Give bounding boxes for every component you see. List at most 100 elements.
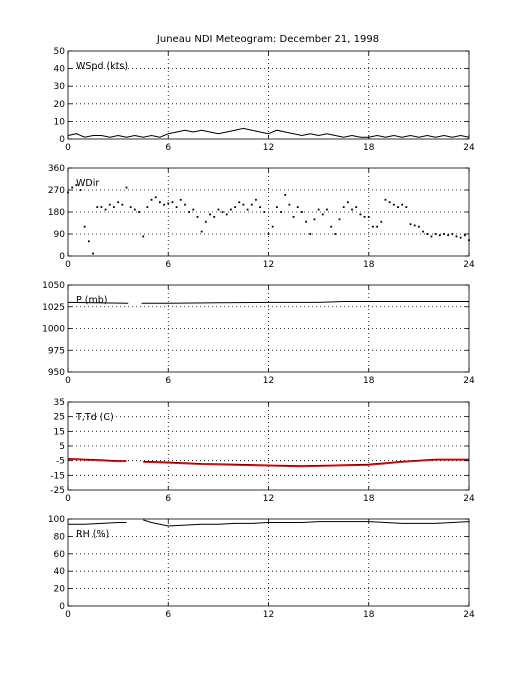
y-tick-label: 90 xyxy=(54,230,66,240)
data-point xyxy=(359,213,362,216)
data-point xyxy=(434,233,437,235)
data-point xyxy=(246,208,249,211)
data-point xyxy=(334,233,337,235)
figure-title: Juneau NDI Meteogram: December 21, 1998 xyxy=(156,34,379,45)
x-tick-label: 18 xyxy=(363,610,375,620)
data-point xyxy=(92,252,94,255)
data-point xyxy=(146,206,149,209)
y-tick-label: 15 xyxy=(54,427,65,437)
data-point xyxy=(317,208,320,211)
data-point xyxy=(213,215,216,218)
x-tick-label: 6 xyxy=(165,260,171,270)
data-point xyxy=(150,198,153,201)
x-tick-label: 6 xyxy=(165,376,171,386)
data-point xyxy=(196,215,199,218)
data-point xyxy=(405,206,408,209)
data-point xyxy=(121,203,124,206)
data-point xyxy=(217,208,220,211)
data-point xyxy=(238,201,241,204)
y-tick-label: 0 xyxy=(59,602,65,612)
x-tick-label: 24 xyxy=(463,143,475,153)
y-tick-label: 40 xyxy=(54,65,66,75)
data-point xyxy=(443,233,445,235)
data-point xyxy=(154,196,157,199)
data-point xyxy=(108,203,111,206)
data-point xyxy=(100,206,103,209)
data-point xyxy=(292,215,295,218)
data-point xyxy=(313,218,316,221)
data-point xyxy=(338,218,341,221)
data-point xyxy=(271,225,274,228)
data-point xyxy=(401,203,404,206)
x-tick-label: 0 xyxy=(65,143,71,153)
data-point xyxy=(230,208,232,211)
y-tick-label: -5 xyxy=(56,457,65,467)
x-tick-label: 24 xyxy=(463,260,475,270)
data-point xyxy=(455,235,458,238)
data-point xyxy=(380,220,383,223)
data-point xyxy=(234,206,236,209)
x-tick-label: 12 xyxy=(263,494,274,504)
data-point xyxy=(259,206,262,209)
data-point xyxy=(171,201,174,204)
data-point xyxy=(342,206,345,209)
x-tick-label: 6 xyxy=(165,610,171,620)
data-point xyxy=(280,211,282,213)
axes-frame xyxy=(67,518,470,607)
data-point xyxy=(184,203,186,206)
x-tick-label: 24 xyxy=(463,494,475,504)
data-point xyxy=(409,223,412,226)
y-tick-label: 5 xyxy=(59,442,65,452)
data-point xyxy=(275,206,278,209)
series-line-2 xyxy=(67,458,469,468)
data-point xyxy=(326,208,328,211)
data-point xyxy=(225,213,228,216)
data-point xyxy=(451,233,454,235)
y-tick-label: 25 xyxy=(54,413,65,423)
x-tick-label: 0 xyxy=(65,494,71,504)
data-point xyxy=(138,211,140,213)
data-point xyxy=(163,203,165,206)
data-point xyxy=(125,186,128,189)
y-tick-label: -25 xyxy=(50,486,65,496)
y-tick-label: 60 xyxy=(54,550,66,560)
panel-label: P (mb) xyxy=(76,295,107,306)
y-tick-label: 975 xyxy=(48,346,65,356)
x-tick-label: 24 xyxy=(463,376,475,386)
y-tick-label: 10 xyxy=(54,117,66,127)
data-point xyxy=(158,201,161,204)
y-tick-label: 50 xyxy=(54,47,66,57)
x-tick-label: 18 xyxy=(363,494,375,504)
y-tick-label: 20 xyxy=(54,585,66,595)
panel-label: WDir xyxy=(76,178,99,189)
x-tick-label: 12 xyxy=(263,610,274,620)
data-point xyxy=(79,189,82,191)
y-tick-label: 0 xyxy=(59,252,65,262)
data-point xyxy=(459,236,462,239)
y-tick-label: 180 xyxy=(48,208,65,218)
y-tick-label: 1025 xyxy=(42,303,65,313)
y-tick-label: -15 xyxy=(50,471,65,481)
panel-label: RH (%) xyxy=(76,529,109,540)
x-tick-label: 18 xyxy=(363,260,375,270)
data-point xyxy=(384,198,387,201)
data-point xyxy=(117,201,120,204)
data-point xyxy=(188,211,191,213)
data-point xyxy=(376,225,379,228)
y-tick-label: 35 xyxy=(54,398,65,408)
data-point xyxy=(175,206,178,209)
data-point xyxy=(113,206,115,209)
data-point xyxy=(267,233,270,235)
data-point xyxy=(255,198,257,201)
data-point xyxy=(167,202,170,205)
y-tick-label: 0 xyxy=(59,135,65,145)
data-point xyxy=(75,184,78,187)
data-point xyxy=(179,198,182,201)
data-point xyxy=(392,203,395,206)
panel-label: T,Td (C) xyxy=(75,412,114,423)
series-line-1 xyxy=(67,301,469,304)
data-point xyxy=(288,203,291,206)
y-tick-label: 30 xyxy=(54,82,66,92)
x-tick-label: 0 xyxy=(65,376,71,386)
y-tick-label: 1000 xyxy=(42,325,65,335)
